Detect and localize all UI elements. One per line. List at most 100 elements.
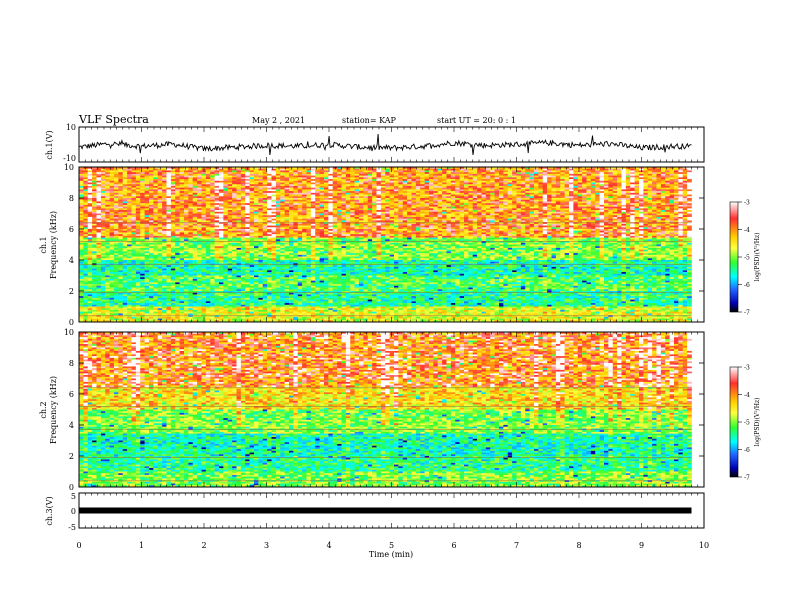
spectrogram-cell [123, 260, 128, 262]
spectrogram-cell [197, 196, 202, 198]
spectrogram-cell [219, 217, 224, 219]
spectrogram-cell [197, 214, 202, 216]
spectrogram-cell [188, 274, 193, 276]
spectrogram-cell [315, 188, 320, 190]
spectrogram-cell [210, 248, 215, 250]
spectrogram-cell [311, 300, 316, 302]
spectrogram-cell [206, 286, 211, 288]
spectrogram-cell [101, 177, 106, 179]
spectrogram-cell [92, 260, 97, 262]
spectrogram-cell [280, 234, 285, 236]
spectrogram-cell [114, 317, 119, 319]
spectrogram-cell [298, 188, 303, 190]
spectrogram-cell [237, 246, 242, 248]
spectrogram-cell [307, 201, 312, 203]
spectrogram-cell [110, 188, 115, 190]
spectrogram-cell [175, 310, 180, 312]
spectrogram-cell [307, 296, 312, 298]
spectrogram-cell [158, 308, 163, 310]
spectrogram-cell [149, 214, 154, 216]
spectrogram-cell [114, 305, 119, 307]
spectrogram-cell [263, 212, 268, 214]
spectrogram-cell [149, 224, 154, 226]
spectrogram-cell [184, 255, 189, 257]
spectrogram-cell [210, 207, 215, 209]
spectrogram-cell [184, 184, 189, 186]
spectrogram-cell [110, 293, 115, 295]
spectrogram-cell [254, 236, 259, 238]
spectrogram-cell [219, 274, 224, 276]
spectrogram-cell [223, 183, 228, 185]
spectrogram-cell [97, 269, 102, 271]
spectrogram-cell [105, 262, 110, 264]
spectrogram-cell [237, 307, 242, 309]
spectrogram-cell [289, 196, 294, 198]
spectrogram-cell [219, 193, 224, 195]
spectrogram-cell [315, 319, 320, 321]
spectrogram-cell [175, 232, 180, 234]
spectrogram-cell [223, 310, 228, 312]
spectrogram-cell [241, 179, 246, 181]
spectrogram-cell [228, 253, 233, 255]
spectrogram-cell [132, 232, 137, 234]
spectrogram-cell [215, 222, 220, 224]
spectrogram-cell [250, 246, 255, 248]
spectrogram-cell [210, 269, 215, 271]
spectrogram-cell [315, 238, 320, 240]
spectrogram-cell [223, 203, 228, 205]
spectrogram-cell [184, 269, 189, 271]
spectrogram-cell [320, 227, 325, 229]
spectrogram-cell [254, 219, 259, 221]
spectrogram-cell [97, 276, 102, 278]
spectrogram-cell [188, 214, 193, 216]
spectrogram-cell [153, 307, 158, 309]
spectrogram-cell [158, 232, 163, 234]
spectrogram-cell [127, 177, 132, 179]
spectrogram-cell [258, 198, 263, 200]
spectrogram-cell [105, 248, 110, 250]
spectrogram-cell [228, 196, 233, 198]
spectrogram-cell [123, 303, 128, 305]
spectrogram-cell [320, 196, 325, 198]
spectrogram-cell [315, 217, 320, 219]
spectrogram-cell [215, 308, 220, 310]
spectrogram-cell [272, 214, 277, 216]
spectrogram-cell [149, 307, 154, 309]
spectrogram-cell [280, 258, 285, 260]
spectrogram-cell [132, 288, 137, 290]
spectrogram-cell [307, 198, 312, 200]
spectrogram-cell [232, 301, 237, 303]
spectrogram-cell [298, 248, 303, 250]
spectrogram-cell [193, 303, 198, 305]
spectrogram-cell [118, 226, 123, 228]
spectrogram-cell [210, 253, 215, 255]
spectrogram-cell [83, 255, 88, 257]
spectrogram-cell [171, 301, 176, 303]
spectrogram-cell [285, 172, 290, 174]
spectrogram-cell [223, 265, 228, 267]
spectrogram-cell [298, 310, 303, 312]
spectrogram-cell [175, 313, 180, 315]
spectrogram-cell [302, 169, 307, 171]
spectrogram-cell [219, 236, 224, 238]
spectrogram-cell [237, 276, 242, 278]
spectrogram-cell [298, 229, 303, 231]
spectrogram-cell [79, 193, 84, 195]
spectrogram-cell [223, 210, 228, 212]
spectrogram-cell [210, 174, 215, 176]
spectrogram-cell [298, 253, 303, 255]
spectrogram-cell [184, 210, 189, 212]
spectrogram-cell [180, 265, 185, 267]
spectrogram-cell [132, 177, 137, 179]
spectrogram-cell [263, 222, 268, 224]
spectrogram-cell [293, 170, 298, 172]
spectrogram-cell [153, 224, 158, 226]
spectrogram-cell [97, 265, 102, 267]
spectrogram-cell [307, 267, 312, 269]
spectrogram-cell [285, 277, 290, 279]
spectrogram-cell [145, 170, 150, 172]
spectrogram-cell [237, 312, 242, 314]
spectrogram-cell [92, 294, 97, 296]
spectrogram-cell [320, 224, 325, 226]
spectrogram-cell [258, 276, 263, 278]
